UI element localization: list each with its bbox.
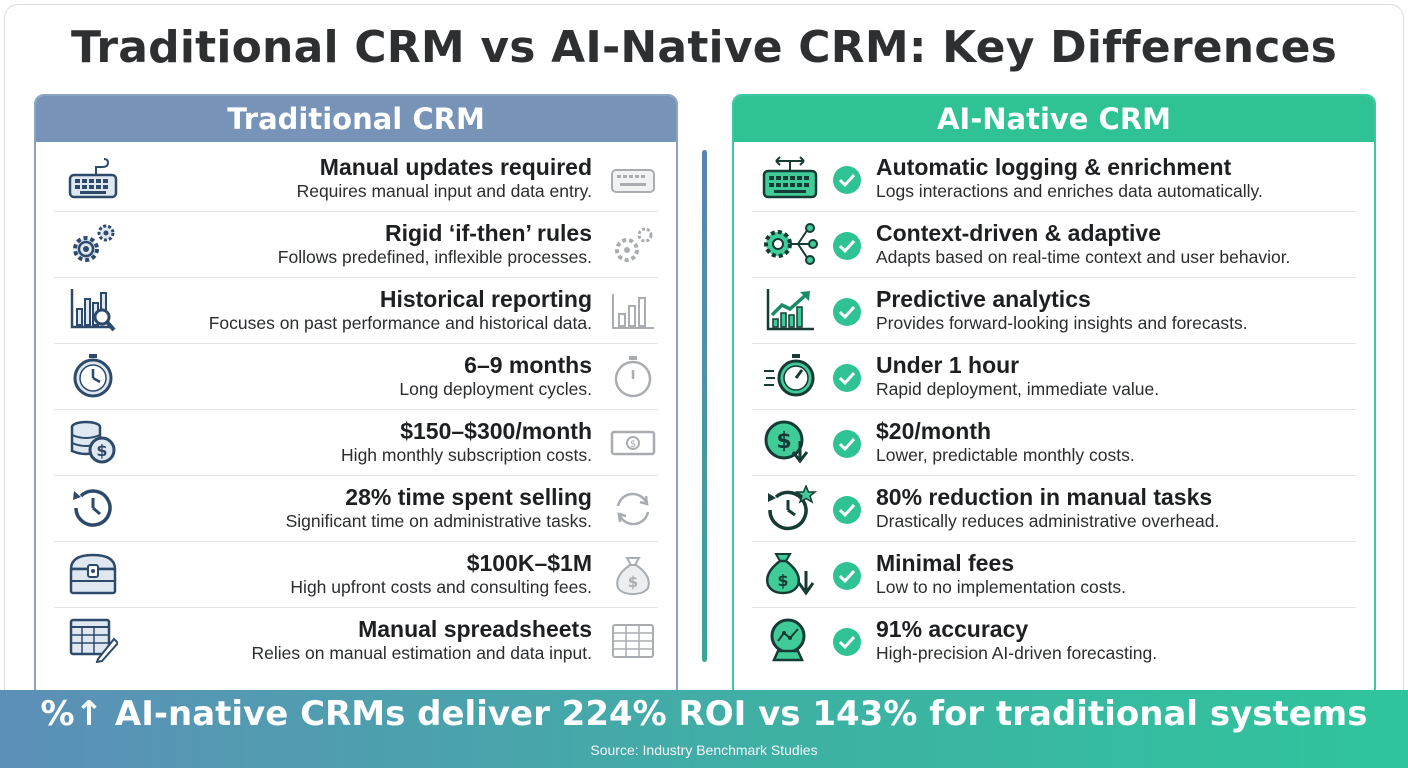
row-description: Drastically reduces administrative overh…: [876, 511, 1220, 531]
list-item: Predictive analytics Provides forward-lo…: [752, 278, 1356, 344]
spreadsheet-pencil-icon: [69, 618, 118, 663]
row-title: Context-driven & adaptive: [876, 220, 1161, 246]
row-title: $100K–$1M: [466, 550, 592, 576]
row-title: 91% accuracy: [876, 616, 1029, 642]
money-bag-down-icon: $: [766, 553, 815, 596]
table-grid-icon: [612, 624, 654, 658]
row-title: Manual updates required: [319, 154, 592, 180]
list-item: Under 1 hour Rapid deployment, immediate…: [752, 344, 1356, 410]
gears-icon: [615, 227, 653, 262]
row-title: Rigid ‘if-then’ rules: [384, 220, 592, 246]
crystal-ball-icon: [770, 618, 806, 662]
check-circle-icon: [833, 364, 861, 392]
check-circle-icon: [833, 496, 861, 524]
row-description: Follows predefined, inflexible processes…: [277, 247, 592, 267]
check-circle-icon: [833, 298, 861, 326]
coin-stack-icon: $: [70, 420, 116, 464]
svg-text:$: $: [630, 439, 636, 450]
money-bag-icon: $: [616, 557, 650, 596]
row-title: Automatic logging & enrichment: [876, 154, 1232, 180]
row-description: Requires manual input and data entry.: [296, 181, 592, 201]
panel-divider: [702, 150, 707, 662]
row-title: 80% reduction in manual tasks: [876, 484, 1213, 510]
row-title: Minimal fees: [876, 550, 1015, 576]
list-item: Context-driven & adaptive Adapts based o…: [752, 212, 1356, 278]
row-description: High-precision AI-driven forecasting.: [876, 643, 1158, 663]
row-description: Significant time on administrative tasks…: [285, 511, 592, 531]
row-title: $150–$300/month: [400, 418, 592, 444]
list-item: 28% time spent selling Significant time …: [54, 476, 658, 542]
keyboard-icon: [611, 169, 655, 193]
check-circle-icon: [833, 232, 861, 260]
row-description: Logs interactions and enriches data auto…: [876, 181, 1263, 201]
bar-chart-icon: [612, 294, 654, 329]
source-note: Source: Industry Benchmark Studies: [590, 742, 818, 758]
roi-banner: %↑ AI-native CRMs deliver 224% ROI vs 14…: [0, 690, 1408, 768]
trend-up-chart-icon: [766, 289, 814, 331]
list-item: Historical reporting Focuses on past per…: [54, 278, 658, 344]
row-title: Historical reporting: [379, 286, 592, 312]
row-description: Relies on manual estimation and data inp…: [251, 643, 593, 663]
list-item: $ Minimal fees Low to no implementation …: [752, 542, 1356, 608]
list-item: 80% reduction in manual tasks Drasticall…: [752, 476, 1356, 542]
check-circle-icon: [833, 628, 861, 656]
row-description: Long deployment cycles.: [399, 379, 592, 399]
svg-text:$: $: [96, 441, 107, 460]
smart-keyboard-icon: [762, 156, 818, 199]
row-description: Provides forward-looking insights and fo…: [876, 313, 1248, 333]
list-item: $ $20/month Lower, predictable monthly c…: [752, 410, 1356, 476]
row-description: Focuses on past performance and historic…: [208, 313, 592, 333]
gears-icon: [73, 224, 115, 262]
svg-text:$: $: [628, 573, 638, 591]
row-title: $20/month: [876, 418, 992, 444]
gear-network-icon: [764, 223, 818, 265]
traditional-crm-list: Manual updates required Requires manual …: [54, 146, 658, 673]
roi-headline: %↑ AI-native CRMs deliver 224% ROI vs 14…: [40, 694, 1368, 734]
traditional-crm-panel: Traditional CRM Manual updates required …: [34, 94, 678, 698]
fast-stopwatch-icon: [764, 354, 815, 397]
banknote-icon: $: [610, 430, 656, 456]
list-item: Automatic logging & enrichment Logs inte…: [752, 146, 1356, 212]
list-item: $100K–$1M High upfront costs and consult…: [54, 542, 658, 608]
row-title: Under 1 hour: [876, 352, 1020, 378]
check-circle-icon: [833, 430, 861, 458]
list-item: $ $150–$300/month High monthly subscript…: [54, 410, 658, 476]
page-title: Traditional CRM vs AI-Native CRM: Key Di…: [70, 22, 1338, 73]
row-description: Adapts based on real-time context and us…: [876, 247, 1291, 267]
svg-text:$: $: [776, 429, 791, 454]
row-title: 28% time spent selling: [345, 484, 592, 510]
list-item: 91% accuracy High-precision AI-driven fo…: [752, 608, 1356, 673]
history-clock-icon: [73, 489, 112, 527]
svg-text:$: $: [777, 571, 788, 590]
check-circle-icon: [833, 562, 861, 590]
traditional-crm-heading: Traditional CRM: [36, 96, 676, 142]
ai-native-crm-list: Automatic logging & enrichment Logs inte…: [752, 146, 1356, 673]
list-item: 6–9 months Long deployment cycles.: [54, 344, 658, 410]
check-circle-icon: [833, 166, 861, 194]
ai-native-crm-panel: AI-Native CRM Automatic logging & enrich…: [732, 94, 1376, 698]
row-title: Manual spreadsheets: [358, 616, 592, 642]
row-description: High monthly subscription costs.: [341, 445, 592, 465]
dollar-down-icon: $: [764, 420, 809, 464]
row-description: Rapid deployment, immediate value.: [876, 379, 1160, 399]
treasure-chest-icon: [69, 553, 117, 595]
bar-chart-magnifier-icon: [70, 289, 116, 332]
keyboard-icon: [68, 158, 118, 199]
row-title: 6–9 months: [464, 352, 592, 378]
ai-native-crm-heading: AI-Native CRM: [734, 96, 1374, 142]
clock-star-icon: [768, 485, 818, 531]
list-item: Rigid ‘if-then’ rules Follows predefined…: [54, 212, 658, 278]
stopwatch-icon: [73, 354, 113, 398]
row-description: Low to no implementation costs.: [876, 577, 1126, 597]
row-description: Lower, predictable monthly costs.: [876, 445, 1135, 465]
list-item: Manual updates required Requires manual …: [54, 146, 658, 212]
list-item: Manual spreadsheets Relies on manual est…: [54, 608, 658, 673]
refresh-icon: [616, 492, 650, 526]
row-description: High upfront costs and consulting fees.: [290, 577, 592, 597]
row-title: Predictive analytics: [876, 286, 1091, 312]
stopwatch-icon: [614, 356, 652, 398]
